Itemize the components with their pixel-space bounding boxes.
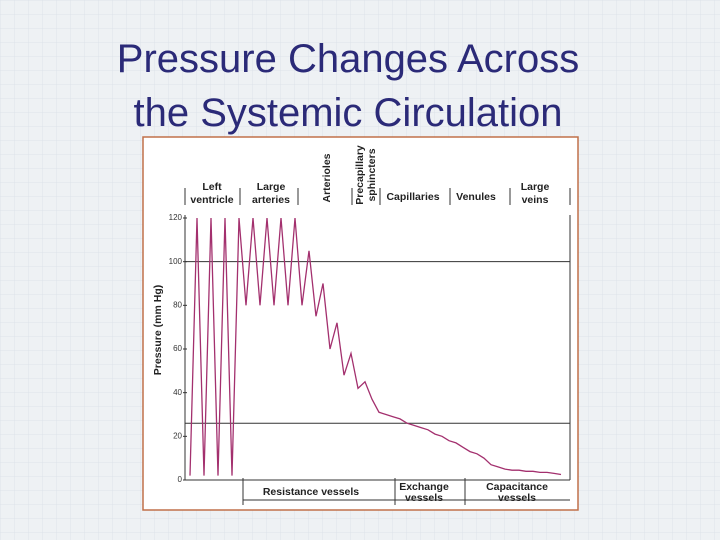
vessel-label: vessels — [405, 492, 443, 504]
dividers — [184, 188, 571, 505]
vessel-label: Capacitance — [486, 481, 548, 493]
slide-title: Pressure Changes Across — [117, 37, 579, 81]
y-tick-label: 60 — [173, 344, 182, 353]
y-tick-label: 100 — [169, 257, 183, 266]
slide-title: the Systemic Circulation — [133, 91, 562, 135]
y-axis-label: Pressure (mm Hg) — [152, 285, 164, 375]
segment-label: Left — [202, 181, 222, 193]
segment-label: Venules — [456, 191, 496, 203]
pressure-line — [189, 217, 562, 476]
segment-label: Arterioles — [321, 153, 333, 202]
y-tick-label: 20 — [173, 431, 182, 440]
vessel-label: Exchange — [399, 481, 449, 493]
vessel-label: vessels — [498, 492, 536, 504]
segment-label: ventricle — [190, 194, 233, 206]
y-tick-label: 0 — [178, 475, 183, 484]
y-tick-label: 120 — [169, 213, 183, 222]
y-tick-label: 40 — [173, 388, 182, 397]
segment-label: Precapillary — [354, 145, 366, 205]
segment-label: veins — [522, 194, 549, 206]
segment-label: sphincters — [366, 148, 378, 201]
chart-frame — [142, 136, 579, 511]
segment-label: Large — [521, 181, 550, 193]
segment-label: Large — [257, 181, 286, 193]
y-tick-label: 80 — [173, 300, 182, 309]
segment-label: Capillaries — [386, 191, 439, 203]
vessel-label: Resistance vessels — [263, 486, 359, 498]
segment-label: arteries — [252, 194, 290, 206]
